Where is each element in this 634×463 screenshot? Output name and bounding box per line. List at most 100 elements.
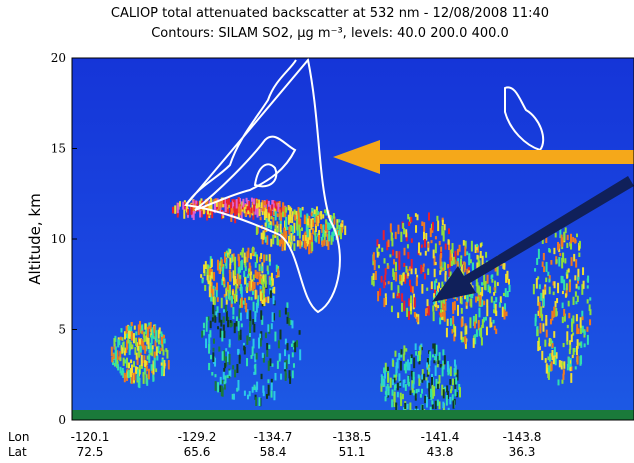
texture-cell [427, 269, 429, 275]
texture-cell [450, 389, 452, 393]
texture-cell [273, 296, 275, 304]
texture-cell [153, 326, 155, 333]
texture-cell [541, 351, 543, 360]
texture-cell [390, 223, 392, 232]
texture-cell [244, 347, 246, 355]
texture-cell [137, 376, 139, 381]
texture-cell [573, 297, 575, 305]
texture-cell [589, 297, 591, 300]
texture-cell [203, 323, 205, 329]
chart-subtitle: Contours: SILAM SO2, μg m⁻³, levels: 40.… [151, 26, 509, 41]
texture-cell [231, 208, 233, 214]
texture-cell [437, 221, 439, 232]
texture-cell [228, 197, 230, 205]
texture-cell [328, 231, 330, 242]
texture-cell [121, 337, 123, 341]
texture-cell [543, 253, 545, 260]
texture-cell [439, 241, 441, 245]
texture-cell [146, 378, 148, 386]
texture-cell [562, 303, 564, 309]
texture-cell [508, 279, 510, 285]
texture-cell [244, 207, 246, 213]
texture-cell [385, 391, 387, 395]
texture-cell [465, 302, 467, 306]
texture-cell [128, 334, 130, 339]
texture-cell [219, 313, 221, 323]
texture-cell [432, 222, 434, 230]
texture-cell [227, 282, 229, 290]
texture-cell [225, 305, 227, 312]
texture-cell [210, 355, 212, 359]
texture-cell [384, 275, 386, 280]
x-tick-label: 58.4 [260, 445, 287, 459]
texture-cell [237, 349, 239, 355]
texture-cell [253, 324, 255, 333]
texture-cell [432, 354, 434, 357]
texture-cell [398, 293, 400, 298]
texture-cell [542, 290, 544, 299]
texture-cell [373, 280, 375, 286]
texture-cell [299, 240, 301, 249]
texture-cell [401, 293, 403, 301]
texture-cell [292, 211, 294, 216]
texture-cell [421, 284, 423, 294]
texture-cell [542, 261, 544, 266]
texture-cell [461, 308, 463, 314]
texture-cell [262, 300, 264, 304]
texture-cell [296, 219, 298, 229]
texture-cell [439, 375, 441, 383]
texture-cell [407, 214, 409, 219]
texture-cell [248, 268, 250, 272]
texture-cell [144, 345, 146, 353]
texture-cell [502, 263, 504, 269]
texture-cell [224, 384, 226, 389]
texture-cell [578, 253, 580, 257]
texture-cell [415, 268, 417, 274]
texture-cell [416, 277, 418, 286]
texture-cell [128, 362, 130, 368]
texture-cell [183, 209, 185, 218]
texture-cell [311, 242, 313, 251]
texture-cell [210, 321, 212, 328]
texture-cell [575, 259, 577, 267]
texture-cell [212, 352, 214, 362]
texture-cell [256, 258, 258, 262]
texture-cell [575, 240, 577, 243]
texture-cell [208, 281, 210, 285]
texture-cell [148, 369, 150, 380]
texture-cell [431, 400, 433, 404]
texture-cell [259, 264, 261, 271]
texture-cell [567, 235, 569, 240]
texture-cell [140, 346, 142, 353]
texture-cell [168, 360, 170, 369]
texture-cell [255, 397, 257, 406]
texture-cell [267, 265, 269, 271]
texture-cell [311, 235, 313, 242]
texture-cell [236, 364, 238, 373]
texture-cell [451, 249, 453, 253]
texture-cell [282, 212, 284, 218]
texture-cell [486, 327, 488, 336]
texture-cell [273, 287, 275, 294]
texture-cell [383, 280, 385, 288]
texture-cell [115, 358, 117, 366]
texture-cell [429, 351, 431, 360]
texture-cell [248, 297, 250, 300]
texture-cell [464, 336, 466, 341]
texture-cell [470, 299, 472, 308]
texture-cell [163, 335, 165, 338]
texture-cell [206, 317, 208, 322]
texture-cell [555, 233, 557, 238]
texture-cell [311, 213, 313, 216]
texture-cell [539, 323, 541, 333]
texture-cell [562, 291, 564, 294]
texture-cell [203, 330, 205, 336]
texture-cell [280, 224, 282, 233]
texture-cell [262, 353, 264, 358]
texture-cell [288, 318, 290, 326]
texture-cell [218, 347, 220, 352]
texture-cell [166, 350, 168, 359]
texture-cell [249, 281, 251, 291]
texture-cell [499, 302, 501, 307]
texture-cell [147, 327, 149, 337]
